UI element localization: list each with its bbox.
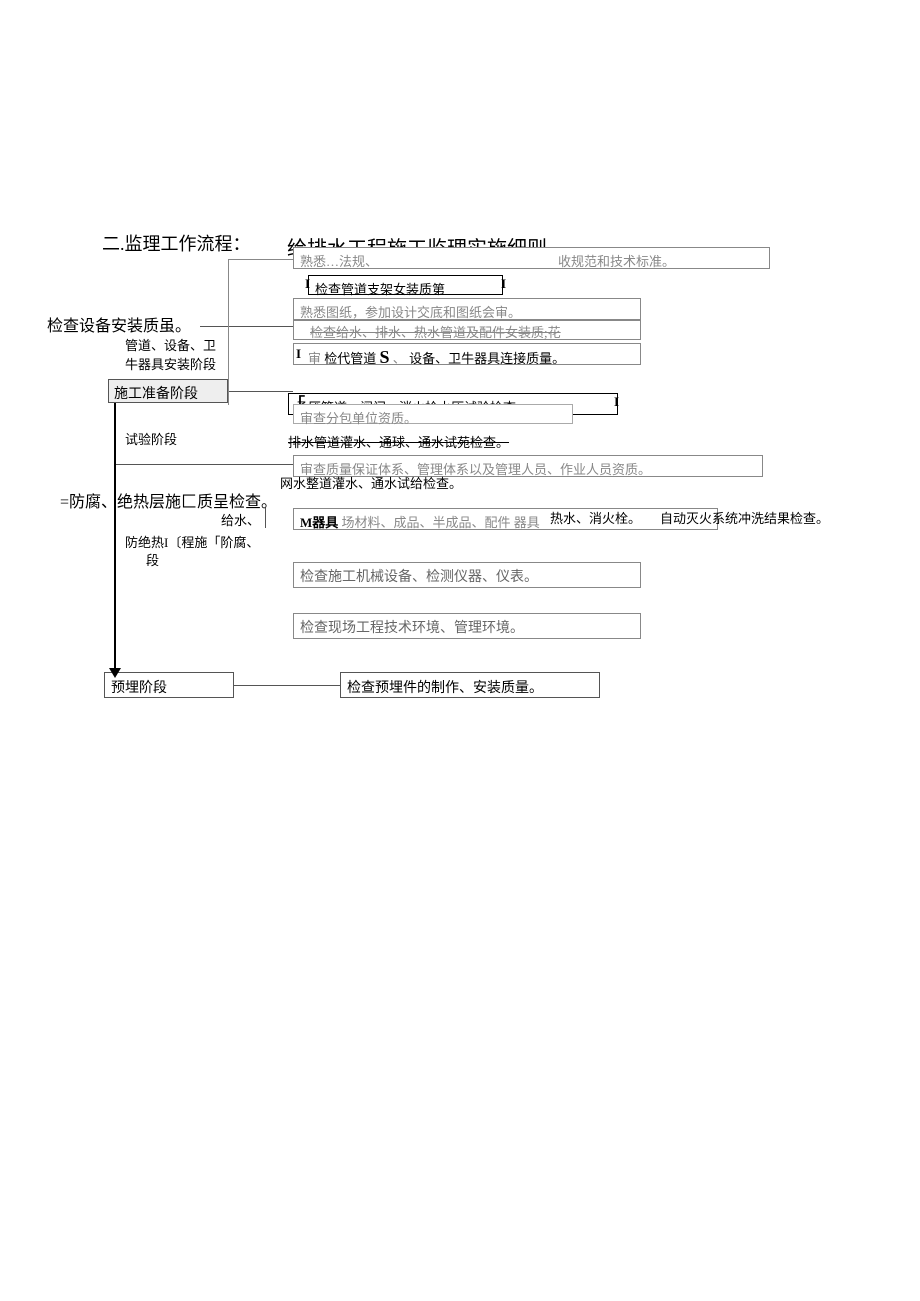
label-insulation-2: 段 (146, 553, 159, 569)
label-pipe-equip-1: 管道、设备、卫 (125, 338, 216, 354)
text-hot-water: 热水、消火栓。 (550, 511, 641, 527)
text-auto-fire: 自动灭火系统冲洗结果检查。 (660, 511, 829, 527)
box-standards: 熟悉…法规、收规范和技术标准。 (293, 247, 770, 269)
box-construction-prep: 施工准备阶段 (108, 379, 228, 403)
box-machinery: 检查施工机械设备、检测仪器、仪表。 (293, 562, 641, 588)
label-water-supply: 给水、 (221, 513, 260, 529)
box-environment: 检查现场工程技术环境、管理环境。 (293, 613, 641, 639)
connector-test (116, 464, 293, 465)
label-pipe-equip-2: 牛器具安装阶段 (125, 357, 216, 373)
mat-vstub (265, 508, 266, 528)
label-anticorrosion: =防腐、绝热层施匚质呈检查。 (60, 493, 277, 512)
box-quality-system: 审查质量保证体系、管理体系以及管理人员、作业人员资质。 (293, 455, 763, 477)
box-preembed: 预埋阶段 (104, 672, 234, 698)
spine-arrow (109, 668, 121, 678)
prep-vstub (228, 259, 229, 405)
box-check-preembed: 检查预埋件的制作、安装质量。 (340, 672, 600, 698)
diagram-canvas: 二.监理工作流程： 给排水工程施工监理实施细则 熟悉…法规、收规范和技术标准。 … (0, 0, 920, 1301)
text-network-test: 网水整道灌水、通水试给检查。 (280, 476, 462, 492)
spine-line (114, 403, 116, 671)
box-check-bracket: I 检查管道支架女装质第 I (308, 275, 503, 295)
label-test-phase: 试验阶段 (125, 432, 177, 448)
top-border-frag (228, 259, 293, 260)
box-check-pipe-s: I 审 检代管道 S 、 设备、卫牛器具连接质量。 (293, 343, 641, 365)
text-drainage-test: 排水管道灌水、通球、通水试苑检查。 (288, 432, 509, 451)
connector-equipment (200, 326, 293, 327)
label-check-equipment: 检查设备安装质虽。 (47, 317, 191, 336)
connector-prep-1 (228, 391, 293, 392)
box-materials: M器具 场材料、成品、半成品、配件 器具 (293, 508, 718, 530)
box-familiar-drawings: 熟悉图纸，参加设计交底和图纸会审。 (293, 298, 641, 320)
label-insulation-1: 防绝热I〔程施「阶腐、 (125, 535, 259, 551)
box-subcontractor: 审查分包单位资质。 (293, 404, 573, 424)
connector-preembed (234, 685, 340, 686)
section-title: 二.监理工作流程： (102, 234, 251, 256)
box-check-pipes-outline (293, 320, 641, 340)
